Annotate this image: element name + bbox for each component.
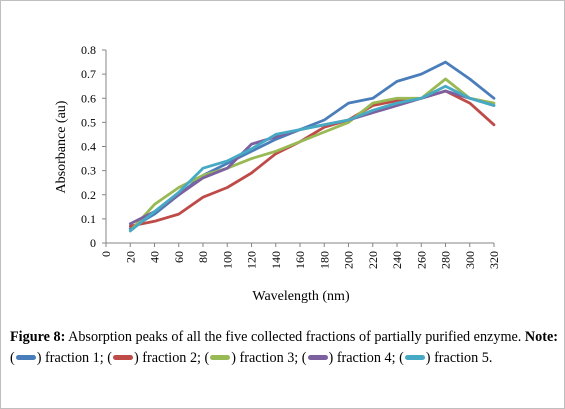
x-axis-title: Wavelength (nm) [252,289,350,304]
x-tick-label: 120 [245,251,259,269]
x-tick-label: 100 [220,251,234,269]
y-tick-label: 0.6 [81,91,96,105]
legend-entry-1: () fraction 1; [10,349,104,366]
y-tick-label: 0.8 [81,43,96,57]
line-chart: 0 0.1 0.2 0.3 0.4 0.5 0.6 0.7 0.8 0 20 40 60 80 100 12… [54,43,501,304]
x-tick-label: 160 [293,251,307,269]
x-tick-label: 200 [342,251,356,269]
series-line-2 [128,89,496,228]
x-tick-label: 280 [439,251,453,269]
series-line-5 [128,84,496,233]
x-tick-label: 220 [366,251,380,269]
y-tick-label: 0.7 [81,67,96,81]
legend-swatch [404,354,425,360]
x-tick-label: 60 [172,251,186,263]
x-tick-label: 180 [317,251,331,269]
x-tick-label: 0 [99,251,113,257]
legend-label: fraction 4; [336,349,396,366]
legend-swatch [15,354,36,360]
x-tick-label: 260 [414,251,428,269]
y-axis-ticks: 0 0.1 0.2 0.3 0.4 0.5 0.6 0.7 0.8 [81,43,106,250]
legend-label: fraction 5. [434,349,493,366]
legend-entry-3: () fraction 3; [204,349,299,366]
y-tick-label: 0.4 [81,140,96,154]
x-tick-label: 240 [390,251,404,269]
series-line-4 [128,89,496,226]
x-tick-label: 140 [269,251,283,269]
series-line-1 [128,60,496,230]
legend-entry-5: () fraction 5. [399,349,493,366]
y-tick-label: 0.3 [81,164,96,178]
x-axis-ticks: 0 20 40 60 80 100 120 140 160 180 200 220 240 260 280 3… [99,243,501,269]
y-axis-title: Absorbance (au) [54,100,69,193]
legend-swatch [307,354,328,360]
y-tick-label: 0 [90,236,96,250]
x-tick-label: 80 [196,251,210,263]
legend-entry-4: () fraction 4; [301,349,396,366]
note-label: Note: [524,329,558,345]
legend-swatch [210,354,231,360]
y-tick-label: 0.2 [81,188,96,202]
legend-label: fraction 3; [239,349,299,366]
chart-axes [105,50,494,244]
y-tick-label: 0.1 [81,212,96,226]
x-tick-label: 320 [487,251,501,269]
series-line-3 [128,77,496,233]
y-tick-label: 0.5 [81,115,96,129]
caption-text: Absorption peaks of all the five collect… [65,329,525,345]
legend-swatch [113,354,133,360]
figure-caption: Figure 8: Absorption peaks of all the fi… [10,327,558,368]
figure-label: Figure 8: [10,329,66,345]
caption-legend: () fraction 1; () fraction 2; () fractio… [10,350,492,366]
x-tick-label: 20 [123,251,137,263]
chart-series [128,60,496,233]
legend-label: fraction 1; [45,349,104,366]
x-tick-label: 40 [148,251,162,263]
legend-entry-2: () fraction 2; [107,349,201,366]
x-tick-label: 300 [463,251,477,269]
legend-label: fraction 2; [142,349,201,366]
